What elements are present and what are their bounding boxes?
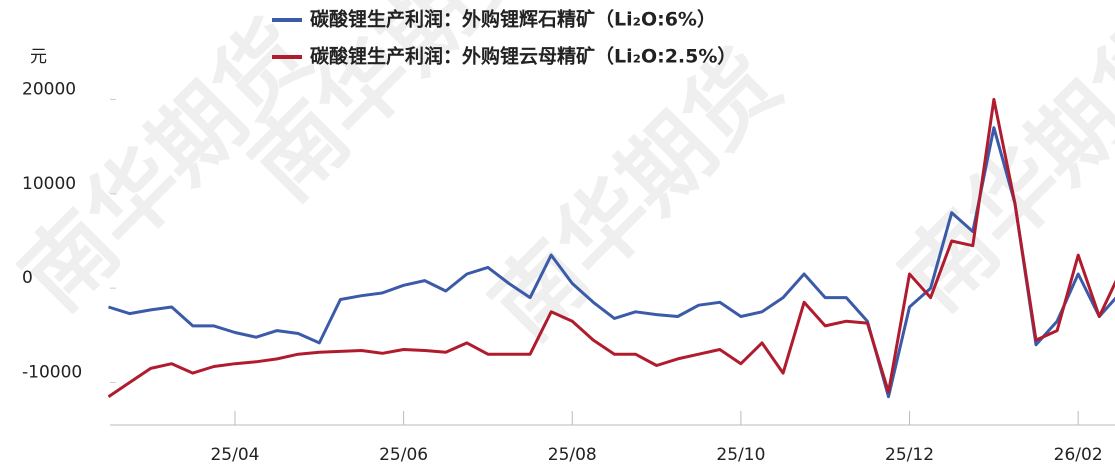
legend-label: 碳酸锂生产利润：外购锂云母精矿（Li₂O:2.5%） bbox=[310, 45, 736, 68]
series-line bbox=[108, 126, 1115, 399]
x-tick-label: 25/08 bbox=[548, 445, 597, 465]
y-axis-label: 元 bbox=[30, 47, 47, 67]
y-tick-label: 20000 bbox=[22, 79, 76, 99]
x-tick-label: 26/02 bbox=[1054, 445, 1103, 465]
x-tick-label: 25/10 bbox=[716, 445, 765, 465]
series-line bbox=[108, 97, 1115, 398]
y-tick-label: 0 bbox=[22, 268, 33, 288]
x-tick-label: 25/06 bbox=[379, 445, 428, 465]
y-tick-label: 10000 bbox=[22, 174, 76, 194]
plot-area bbox=[108, 97, 1115, 399]
x-tick-label: 25/04 bbox=[210, 445, 259, 465]
legend-label: 碳酸锂生产利润：外购锂辉石精矿（Li₂O:6%） bbox=[310, 8, 716, 31]
x-tick-label: 25/12 bbox=[885, 445, 934, 465]
y-tick-label: -10000 bbox=[22, 363, 82, 383]
